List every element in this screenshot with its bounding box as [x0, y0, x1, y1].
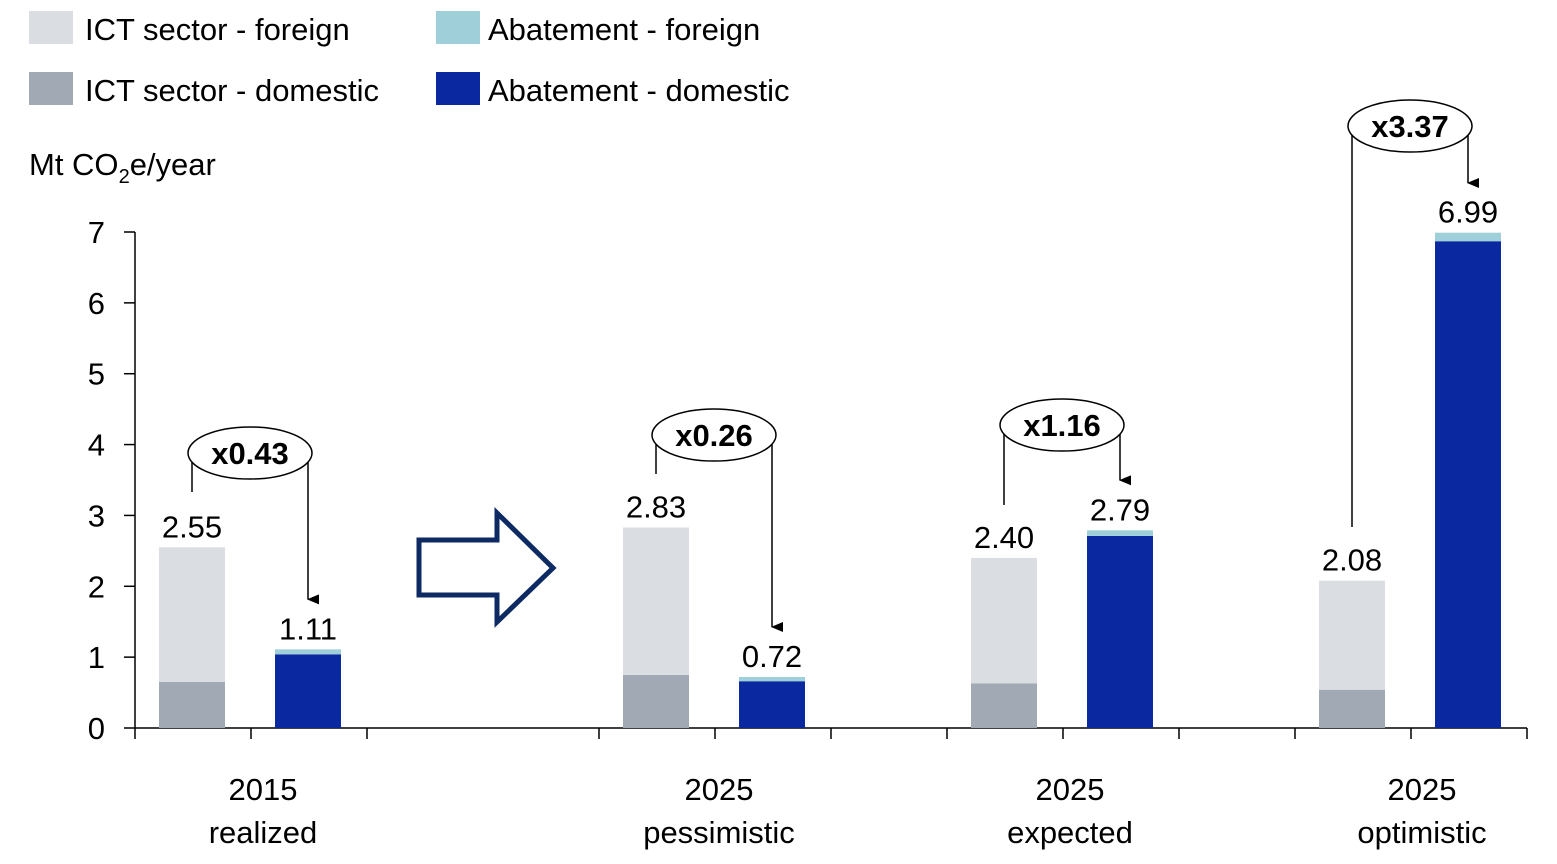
legend-label-abatement-foreign: Abatement - foreign: [488, 12, 760, 47]
data-label-ict-total: 2.08: [1322, 543, 1382, 578]
x-category-label-line2: pessimistic: [643, 815, 795, 850]
legend-label-ict-foreign: ICT sector - foreign: [85, 12, 350, 47]
data-label-ict-total: 2.55: [162, 509, 222, 544]
x-category-label-line2: realized: [209, 815, 318, 850]
bar-abatement-foreign: [1435, 232, 1501, 242]
bar-abatement-foreign: [739, 676, 805, 682]
y-axis-label: Mt CO2e/year: [29, 147, 216, 188]
y-tick-label: 0: [88, 711, 105, 746]
bar-ict-domestic: [623, 674, 689, 728]
legend-label-abatement-domestic: Abatement - domestic: [488, 73, 790, 108]
bar-ict-foreign: [159, 547, 225, 682]
bar-abatement-foreign: [1087, 530, 1153, 536]
x-category-label-line1: 2015: [229, 772, 298, 807]
x-category-label-line1: 2025: [1388, 772, 1457, 807]
ratio-bubble: [999, 398, 1125, 452]
y-axis-label-prefix: Mt CO: [29, 147, 119, 182]
data-label-ict-total: 2.83: [626, 489, 686, 524]
ratio-annotations: x0.43 x0.26 x1.16 x3.37: [187, 99, 1479, 632]
bar-abatement-domestic: [1435, 241, 1501, 728]
x-category-label-line1: 2025: [685, 772, 754, 807]
ratio-bubble: [651, 408, 777, 462]
legend-label-ict-domestic: ICT sector - domestic: [85, 73, 379, 108]
bar-ict-domestic: [971, 683, 1037, 728]
y-axis-label-suffix: e/year: [130, 147, 216, 182]
legend-swatch-ict-foreign: [29, 11, 73, 44]
bar-ict-foreign: [971, 557, 1037, 684]
transition-arrow-icon: [416, 507, 557, 628]
bar-abatement-domestic: [1087, 535, 1153, 728]
x-category-label-line2: expected: [1007, 815, 1133, 850]
x-category-labels: 2015 realized 2025 pessimistic 2025 expected 2…: [209, 772, 1487, 850]
data-label-abatement-total: 1.11: [279, 611, 337, 646]
y-axis-label-subscript: 2: [119, 166, 130, 188]
data-label-ict-total: 2.40: [974, 520, 1034, 555]
y-tick-label: 1: [88, 640, 105, 675]
ratio-label: x3.37: [1371, 109, 1449, 144]
bars: 2.55 1.11 2.83 0.72 2.40 2.79 2.08 6.99: [159, 195, 1501, 728]
bar-abatement-domestic: [739, 681, 805, 728]
y-ticks: 0 1 2 3 4 5 6 7: [88, 215, 135, 746]
bar-ict-domestic: [159, 681, 225, 728]
ratio-label: x1.16: [1023, 408, 1101, 443]
y-tick-label: 7: [88, 215, 105, 250]
bar-abatement-foreign: [275, 649, 341, 655]
y-tick-label: 2: [88, 569, 105, 604]
bar-ict-foreign: [623, 527, 689, 675]
y-tick-label: 3: [88, 498, 105, 533]
ratio-label: x0.26: [675, 418, 753, 453]
y-tick-label: 4: [88, 428, 105, 463]
data-label-abatement-total: 2.79: [1090, 492, 1150, 527]
data-label-abatement-total: 0.72: [742, 639, 802, 674]
legend-swatch-abatement-foreign: [436, 11, 480, 44]
y-tick-label: 6: [88, 286, 105, 321]
legend-swatch-ict-domestic: [29, 72, 73, 105]
ratio-label: x0.43: [211, 436, 289, 471]
x-category-label-line2: optimistic: [1357, 815, 1486, 850]
legend-swatch-abatement-domestic: [436, 72, 480, 105]
legend: ICT sector - foreign Abatement - foreign…: [29, 11, 790, 108]
x-ticks: [134, 728, 1528, 739]
ratio-bubble: [187, 426, 313, 480]
ratio-bubble: [1347, 99, 1473, 153]
bar-ict-domestic: [1319, 689, 1385, 728]
x-category-label-line1: 2025: [1036, 772, 1105, 807]
data-label-abatement-total: 6.99: [1438, 195, 1498, 230]
y-tick-label: 5: [88, 357, 105, 392]
bar-abatement-domestic: [275, 654, 341, 728]
bar-ict-foreign: [1319, 580, 1385, 690]
